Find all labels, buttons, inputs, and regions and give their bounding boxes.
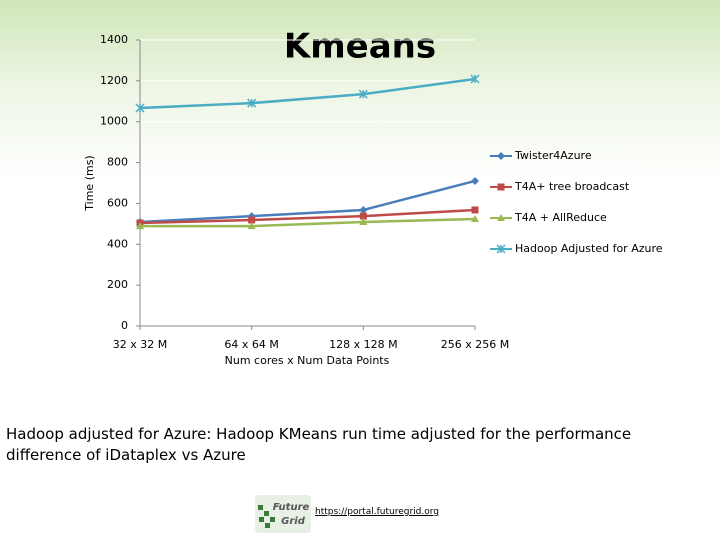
series-line: [139, 208, 476, 225]
x-tick-label: 64 x 64 M: [224, 338, 278, 351]
data-point: [247, 222, 256, 230]
x-tick-label: 256 x 256 M: [441, 338, 509, 351]
logo-text: Future: [273, 502, 310, 513]
logo: Future Grid: [255, 495, 311, 533]
footer-url[interactable]: https://portal.futuregrid.org: [315, 507, 439, 517]
series-line: [140, 217, 476, 228]
logo-text: Grid: [281, 516, 306, 527]
y-tick-label: 400: [107, 237, 128, 250]
data-point: [248, 216, 256, 224]
data-point: [358, 89, 368, 99]
y-tick-label: 800: [107, 156, 128, 169]
legend-marker: [497, 214, 505, 221]
data-point: [136, 222, 144, 230]
legend-label: Hadoop Adjusted for Azure: [515, 242, 663, 255]
data-point: [247, 98, 257, 108]
series-line: [139, 77, 476, 110]
series-line: [139, 179, 476, 224]
x-tick-label: 128 x 128 M: [329, 338, 397, 351]
data-point: [471, 214, 479, 222]
y-tick-label: 1200: [100, 74, 128, 87]
y-tick-label: 1000: [100, 115, 128, 128]
data-point: [359, 218, 368, 226]
chart: Kmeans Time (ms) Num cores x Num Data Po…: [83, 27, 663, 368]
data-point: [359, 212, 367, 220]
chart-title: Kmeans: [284, 27, 436, 67]
caption: Hadoop adjusted for Azure: Hadoop KMeans…: [6, 425, 632, 464]
data-point: [471, 176, 479, 185]
legend-label: T4A+ tree broadcast: [514, 180, 630, 193]
y-tick-label: 600: [107, 196, 128, 209]
data-point: [471, 206, 479, 214]
logo-grid: [258, 505, 275, 528]
x-tick-label: 32 x 32 M: [113, 338, 167, 351]
x-axis-label: Num cores x Num Data Points: [225, 354, 390, 367]
data-point: [135, 103, 145, 113]
legend-label: Twister4Azure: [514, 149, 592, 162]
data-point: [359, 205, 368, 214]
legend-label: T4A + AllReduce: [514, 211, 607, 224]
y-tick-label: 1400: [100, 33, 128, 46]
y-axis-label: Time (ms): [83, 155, 96, 211]
data-point: [470, 74, 480, 84]
y-tick-label: 200: [107, 278, 128, 291]
logo-bg: [255, 495, 311, 533]
legend-marker: [496, 244, 506, 254]
y-tick-label: 0: [121, 319, 128, 332]
legend-marker: [497, 152, 505, 160]
legend-marker: [497, 183, 505, 191]
